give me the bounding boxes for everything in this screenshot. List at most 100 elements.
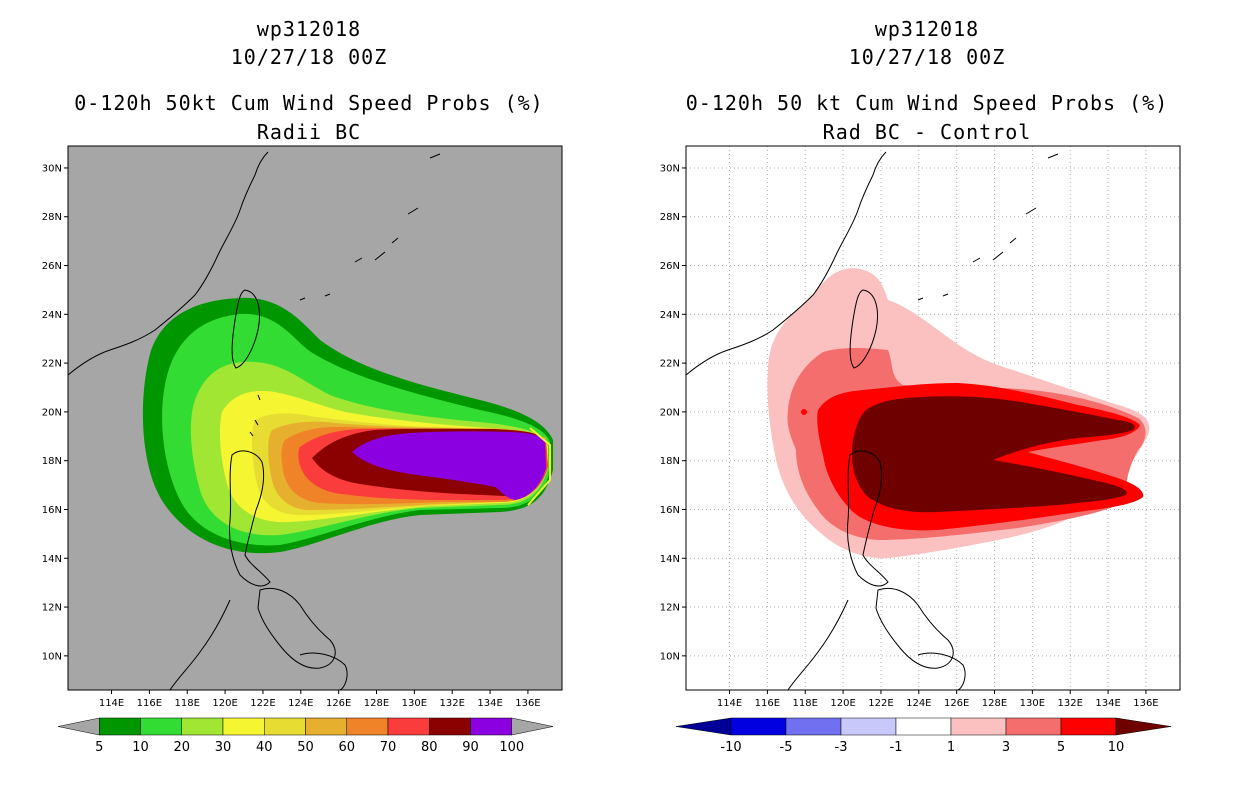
colorbar-label: 60 (338, 740, 355, 755)
lon-label: 116E (137, 698, 162, 709)
lon-label: 132E (1058, 698, 1083, 709)
colorbar-segment (429, 717, 471, 736)
colorbar-segment (181, 717, 224, 736)
lat-label: 30N (42, 163, 62, 174)
colorbar-label: 1 (947, 740, 955, 755)
lon-label: 130E (402, 698, 427, 709)
colorbar-label: 3 (1002, 740, 1010, 755)
coast-visayas-right (875, 587, 954, 669)
colorbar-label: -10 (720, 740, 741, 755)
lon-label: 118E (175, 698, 200, 709)
lon-label: 114E (99, 698, 124, 709)
lon-label: 136E (1133, 698, 1158, 709)
diff-gt-10 (851, 396, 1135, 513)
coast-mindanao (299, 652, 348, 690)
latitude-axis: 30N 28N 26N 24N 22N 20N 18N 16N 14N 12N 10N (42, 163, 68, 662)
colorbar-low-arrow (675, 717, 732, 736)
colorbar-low-arrow (57, 717, 100, 736)
lat-label: 22N (660, 359, 680, 370)
coastlines (68, 151, 441, 690)
lon-label: 126E (944, 698, 969, 709)
left-panel: wp312018 10/27/18 00Z 0-120h 50kt Cum Wi… (42, 17, 563, 755)
lon-label: 126E (326, 698, 351, 709)
lat-label: 24N (660, 310, 680, 321)
lon-label: 114E (717, 698, 742, 709)
lat-label: 20N (660, 407, 680, 418)
lat-label: 26N (42, 261, 62, 272)
coast-taiwan-right (849, 289, 878, 369)
product-title-right: 0-120h 50 kt Cum Wind Speed Probs (%) (685, 91, 1169, 115)
probability-colorbar: 5 10 20 30 40 50 60 70 80 90 100 (57, 717, 554, 755)
lat-label: 28N (660, 212, 680, 223)
difference-contours (767, 268, 1150, 559)
colorbar-label: 40 (256, 740, 273, 755)
lon-label: 130E (1020, 698, 1045, 709)
probability-contours (142, 297, 554, 554)
longitude-axis-right: 114E 116E 118E 120E 122E 124E 126E 128E 130E 132E… (717, 690, 1159, 709)
colorbar-label: -1 (890, 740, 903, 755)
coast-taiwan (231, 289, 260, 369)
colorbar-segment (264, 717, 306, 736)
colorbar-label: 5 (95, 740, 103, 755)
colorbar-label: 100 (499, 740, 524, 755)
contour-90 (352, 431, 546, 500)
colorbar-segment (785, 717, 842, 736)
lat-label: 10N (42, 651, 62, 662)
coastlines-right (686, 151, 1059, 690)
contour-100-edge (527, 427, 551, 506)
diff-spot (801, 409, 807, 415)
colorbar-high-arrow (1115, 717, 1172, 736)
coast-china-right (686, 151, 887, 376)
colorbar-segment (470, 717, 512, 736)
lon-label: 118E (793, 698, 818, 709)
lon-label: 122E (250, 698, 275, 709)
datetime-title-right: 10/27/18 00Z (848, 45, 1006, 69)
lon-label: 120E (212, 698, 237, 709)
lon-label: 128E (982, 698, 1007, 709)
lat-label: 26N (660, 261, 680, 272)
lat-label: 30N (660, 163, 680, 174)
lat-label: 10N (660, 651, 680, 662)
lat-label: 28N (42, 212, 62, 223)
lat-label: 16N (42, 505, 62, 516)
colorbar-segment (222, 717, 265, 736)
lon-label: 116E (755, 698, 780, 709)
colorbar-label: 10 (1108, 740, 1125, 755)
colorbar-label: -3 (835, 740, 848, 755)
coast-ryukyu-right (917, 153, 1059, 301)
colorbar-label: -5 (780, 740, 793, 755)
coast-ryukyu (299, 153, 441, 301)
longitude-axis: 114E 116E 118E 120E 122E 124E 126E 128E 130E 132E… (99, 690, 541, 709)
lat-label: 20N (42, 407, 62, 418)
colorbar-segment (950, 717, 1007, 736)
colorbar-label: 10 (132, 740, 149, 755)
coast-mindanao-right (917, 652, 966, 690)
lon-label: 134E (1095, 698, 1120, 709)
colorbar-segment (730, 717, 787, 736)
lon-label: 128E (364, 698, 389, 709)
colorbar-segment (140, 717, 182, 736)
lon-label: 124E (288, 698, 313, 709)
colorbar-segment (1060, 717, 1117, 736)
colorbar-segment (840, 717, 897, 736)
coast-palawan-right (787, 599, 849, 690)
island-batanes (249, 394, 261, 437)
datetime-title: 10/27/18 00Z (230, 45, 388, 69)
lon-label: 124E (906, 698, 931, 709)
colorbar-segment (305, 717, 347, 736)
lat-label: 24N (42, 310, 62, 321)
colorbar-label: 80 (421, 740, 438, 755)
colorbar-label: 70 (380, 740, 397, 755)
lat-label: 18N (42, 456, 62, 467)
map-frame-right (685, 145, 1181, 691)
difference-colorbar: -10 -5 -3 -1 1 3 5 10 (675, 717, 1172, 755)
lat-label: 18N (660, 456, 680, 467)
storm-id-title-right: wp312018 (874, 17, 980, 41)
coast-visayas (257, 587, 336, 669)
coast-luzon-right (847, 450, 889, 587)
colorbar-segment (387, 717, 430, 736)
lat-label: 14N (660, 554, 680, 565)
lon-label: 132E (440, 698, 465, 709)
